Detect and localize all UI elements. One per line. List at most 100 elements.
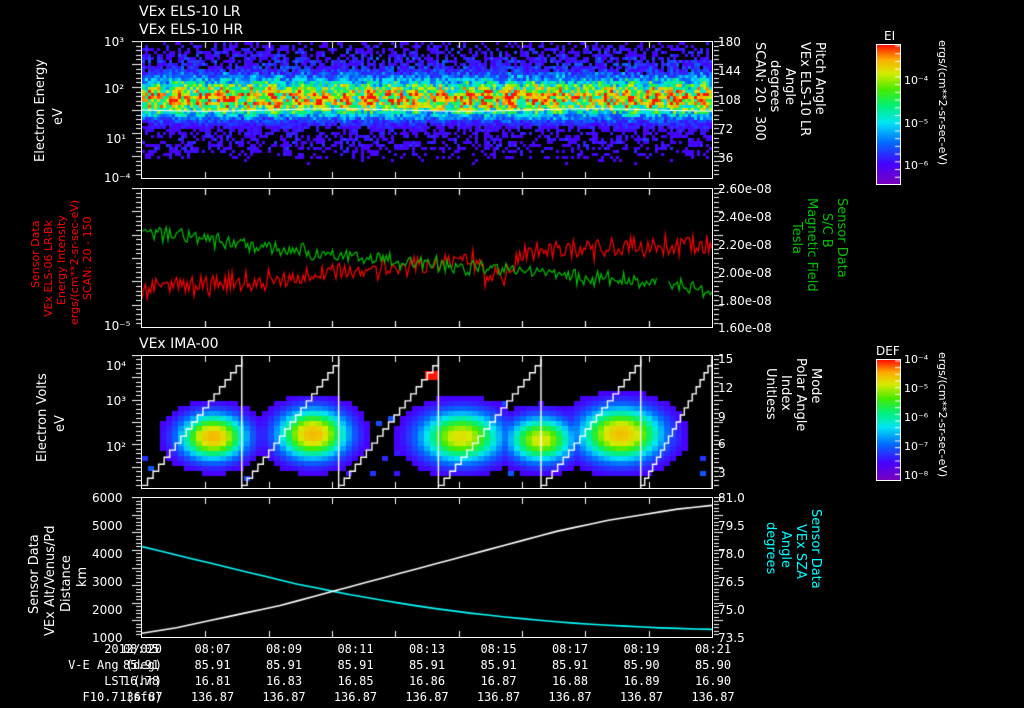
panel3-colorbar-tick-3: 10⁻⁶ <box>904 411 929 424</box>
panel3-colorbar-tick-5: 10⁻⁸ <box>904 469 929 482</box>
panel2-y2tick-5: 1.80e-08 <box>718 294 772 308</box>
axis-minor-ticks <box>132 41 141 179</box>
time-axis-cell: 136.87 <box>405 690 449 704</box>
panel4-y2label-3: Angle <box>778 531 793 568</box>
panel4-ylabel-1: Sensor Data <box>27 534 42 614</box>
panel1-colorbar <box>876 44 901 185</box>
time-axis-cell: 136.87 <box>548 690 592 704</box>
panel4-y2tick-5: 75.0 <box>718 603 745 617</box>
panel1-plot-area[interactable] <box>141 41 713 179</box>
panel1-ytick-100: 10² <box>104 82 125 96</box>
panel4-y2label-1: Sensor Data <box>808 509 823 589</box>
time-axis-cell: 08:21 <box>694 642 732 656</box>
panel4-ylabel-2: VEx Alt/Venus/Pd <box>43 525 58 636</box>
time-axis-cell: 16.81 <box>194 674 231 688</box>
panel4-ylabel-3: Distance <box>59 555 74 612</box>
time-axis-cell: 16.78 <box>122 674 160 688</box>
time-axis-cell: 16.87 <box>480 674 517 688</box>
panel3-ytick-1e2: 10² <box>106 440 127 454</box>
panel3-title: VEx IMA-00 <box>139 336 219 352</box>
panel3-colorbar-canvas <box>877 360 900 480</box>
panel1-ytick-10: 10¹ <box>106 132 127 146</box>
panel3-ytick-1e3: 10³ <box>106 394 127 408</box>
time-axis-cell: 08:19 <box>623 642 660 656</box>
time-axis-cell: 136.87 <box>619 690 664 704</box>
panel2-y2tick-2: 2.40e-08 <box>718 210 772 224</box>
panel4-ytick-5000: 5000 <box>92 519 123 533</box>
panel2-lines-canvas <box>142 189 712 327</box>
panel2-ytick-1e-5: 10⁻⁵ <box>104 319 131 333</box>
time-axis-cell: 85.91 <box>122 658 160 672</box>
panel2-y2label-3: Magnetic Field <box>804 198 819 292</box>
time-axis-cell: 08:07 <box>194 642 231 656</box>
panel1-title-hr: VEx ELS-10 HR <box>139 22 244 38</box>
panel3-plot-area[interactable] <box>141 355 713 489</box>
panel1-colorbar-title: EI <box>884 29 896 43</box>
time-axis-cell: 16.89 <box>623 674 660 688</box>
panel1-ylabel-1: Electron Energy <box>33 59 48 162</box>
panel4-ytick-4000: 4000 <box>92 547 123 561</box>
axis-minor-ticks <box>714 188 723 328</box>
panel2-ylabel-3: Energy Intensity <box>55 215 68 305</box>
time-axis-cell: 08:11 <box>337 642 374 656</box>
panel3-colorbar-unit: ergs/(cm**2-sr-sec-eV) <box>936 352 949 478</box>
panel2-y2label-2: S/C B <box>819 213 834 248</box>
time-axis-cell: 16.83 <box>265 674 303 688</box>
panel4-ytick-2000: 2000 <box>92 603 123 617</box>
panel4-ytick-3000: 3000 <box>92 575 123 589</box>
panel2-ylabel-2: VEx ELS-06 LR-Bk <box>42 220 55 317</box>
panel4-y2label-4: degrees <box>763 522 778 575</box>
panel2-ylabel-4: ergs/(cm**2-sr-sec-eV) <box>68 199 81 325</box>
time-axis-cell: 136.87 <box>190 690 235 704</box>
axis-minor-ticks <box>132 497 141 638</box>
time-axis-cell: 16.85 <box>337 674 374 688</box>
panel4-lines-canvas <box>142 498 712 637</box>
time-axis-cell: 08:15 <box>480 642 517 656</box>
panel1-colorbar-unit: ergs/(cm**2-sr-sec-eV) <box>936 40 949 166</box>
time-axis-row-label: V-E Ang (deg) <box>68 658 162 672</box>
time-axis-cell: 85.91 <box>337 658 374 672</box>
panel1-y2label-5: SCAN: 20 - 300 <box>752 42 767 141</box>
time-axis-cell: 136.87 <box>691 690 735 704</box>
panel2-y2tick-6: 1.60e-08 <box>718 321 772 335</box>
time-axis-cell: 16.88 <box>551 674 589 688</box>
time-axis-cell: 85.91 <box>408 658 446 672</box>
panel3-y2label-4: Unitless <box>763 368 778 420</box>
panel3-ylabel-1: Electron Volts <box>35 373 50 462</box>
time-axis-cell: 85.91 <box>265 658 303 672</box>
time-axis-cell: 136.87 <box>476 690 521 704</box>
panel3-spectrogram-canvas <box>142 356 712 488</box>
panel3-colorbar <box>876 359 901 481</box>
axis-minor-ticks <box>132 188 141 328</box>
panel4-y2tick-2: 79.5 <box>718 519 745 533</box>
axis-minor-ticks <box>714 497 723 638</box>
panel3-colorbar-title: DEF <box>876 344 900 358</box>
panel4-y2tick-3: 78.0 <box>718 547 745 561</box>
panel1-y2label-1: Pitch Angle <box>812 42 827 115</box>
panel2-ytick-1e-4: 10⁻⁴ <box>104 171 131 185</box>
time-axis-cell: 136.87 <box>262 690 306 704</box>
panel4-ylabel-4: km <box>75 566 90 587</box>
time-axis-cell: 85.91 <box>194 658 231 672</box>
panel3-ytick-1e4: 10⁴ <box>106 359 127 373</box>
panel3-y2label-2: Polar Angle <box>793 358 808 432</box>
panel4-plot-area[interactable] <box>141 497 713 638</box>
time-axis-cell: 85.90 <box>623 658 660 672</box>
panel1-colorbar-tick-1: 10⁻⁴ <box>904 74 929 87</box>
panel3-y2label-3: Index <box>778 375 793 411</box>
panel1-colorbar-canvas <box>877 45 900 184</box>
panel2-plot-area[interactable] <box>141 188 713 328</box>
time-axis-row-label: 2012/020 <box>104 642 162 656</box>
time-axis-cell: 85.90 <box>694 658 732 672</box>
time-axis-row-label: F10.7 (sfu) <box>82 690 162 704</box>
panel3-colorbar-tick-2: 10⁻⁵ <box>904 382 929 395</box>
panel1-y2label-2: VEx ELS-10 LR <box>797 42 812 137</box>
panel2-y2tick-3: 2.20e-08 <box>718 238 772 252</box>
panel2-y2label-1: Sensor Data <box>834 198 849 278</box>
time-axis-cell: 16.90 <box>694 674 732 688</box>
panel4-ytick-1000: 1000 <box>92 631 123 645</box>
time-axis-cell: 136.87 <box>119 690 163 704</box>
panel1-ylabel-2: eV <box>51 108 66 125</box>
panel4-y2tick-1: 81.0 <box>718 491 745 505</box>
